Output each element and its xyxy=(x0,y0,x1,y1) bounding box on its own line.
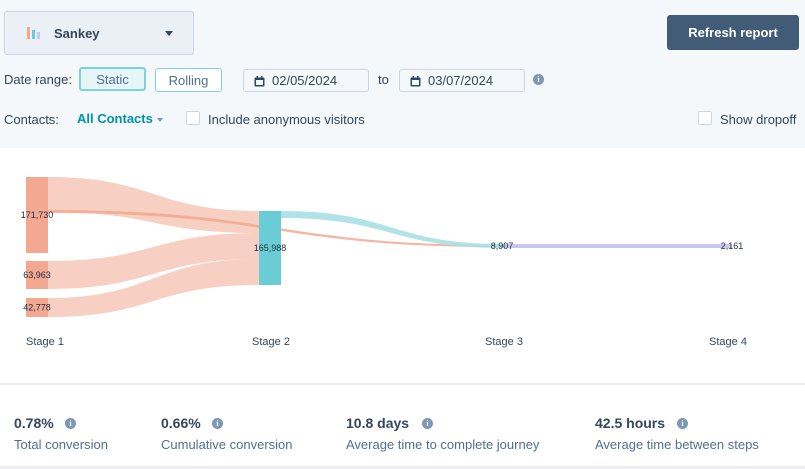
start-date-value: 02/05/2024 xyxy=(272,73,338,88)
stage-label: Stage 2 xyxy=(252,336,290,348)
cumulative-conversion-label: Cumulative conversion xyxy=(161,437,293,452)
total-conversion-value: 0.78% xyxy=(14,415,54,431)
total-conversion-label: Total conversion xyxy=(14,437,108,452)
chart-type-select[interactable]: Sankey xyxy=(4,11,194,55)
stage-label: Stage 3 xyxy=(485,336,523,348)
node-value-label: 63,963 xyxy=(23,270,51,280)
contacts-label: Contacts: xyxy=(4,112,59,127)
static-toggle[interactable]: Static xyxy=(79,67,146,91)
include-anonymous-label: Include anonymous visitors xyxy=(208,112,365,127)
link-stage1b-stage2[interactable] xyxy=(48,233,259,289)
section-divider xyxy=(0,383,805,385)
bottom-border xyxy=(0,466,805,469)
node-value-label: 42,778 xyxy=(23,303,51,313)
sankey-labels: 171,730 63,963 42,778 165,988 8,907 2,161 Stag… xyxy=(21,210,747,348)
include-anonymous-checkbox[interactable] xyxy=(186,111,200,125)
info-icon[interactable]: i xyxy=(533,74,544,85)
link-stage3-stage4[interactable] xyxy=(502,244,732,248)
sankey-nodes xyxy=(26,177,281,317)
link-stage1c-stage2[interactable] xyxy=(48,259,259,317)
show-dropoff-label: Show dropoff xyxy=(720,112,797,127)
link-stage1a-stage2[interactable] xyxy=(48,177,259,233)
start-date-input[interactable]: 02/05/2024 xyxy=(243,69,369,92)
end-date-input[interactable]: 03/07/2024 xyxy=(399,69,525,92)
bar-chart-icon xyxy=(26,25,44,41)
end-date-value: 03/07/2024 xyxy=(428,73,494,88)
sankey-node[interactable] xyxy=(259,211,281,285)
info-icon[interactable]: i xyxy=(677,418,688,429)
info-icon[interactable]: i xyxy=(422,418,433,429)
sankey-node[interactable] xyxy=(26,298,48,317)
cumulative-conversion-value: 0.66% xyxy=(161,415,201,431)
info-icon[interactable]: i xyxy=(212,418,223,429)
sankey-links xyxy=(48,177,732,317)
node-value-label: 165,988 xyxy=(254,243,287,253)
calendar-icon xyxy=(254,75,265,87)
link-stage2-stage3[interactable] xyxy=(281,211,502,248)
chevron-down-icon xyxy=(165,31,173,36)
calendar-icon xyxy=(410,75,421,87)
avg-journey-time-value: 10.8 days xyxy=(346,415,410,431)
node-value-label: 8,907 xyxy=(491,241,514,251)
date-range-connector: to xyxy=(378,72,389,87)
node-value-label: 2,161 xyxy=(721,241,744,251)
refresh-report-button[interactable]: Refresh report xyxy=(667,15,799,50)
rolling-toggle[interactable]: Rolling xyxy=(155,68,222,92)
avg-journey-time-label: Average time to complete journey xyxy=(346,437,540,452)
show-dropoff-checkbox[interactable] xyxy=(698,111,712,125)
contacts-dropdown[interactable]: All Contacts xyxy=(77,111,153,126)
stage-label: Stage 1 xyxy=(26,336,64,348)
avg-step-time-value: 42.5 hours xyxy=(595,415,666,431)
sankey-svg: 171,730 63,963 42,778 165,988 8,907 2,161 Stag… xyxy=(21,177,747,348)
report-controls: Sankey Refresh report Date range: Static… xyxy=(0,0,805,148)
sankey-chart: 171,730 63,963 42,778 165,988 8,907 2,161 Stag… xyxy=(0,148,805,376)
info-icon[interactable]: i xyxy=(65,418,76,429)
sankey-node[interactable] xyxy=(26,261,48,289)
node-value-label: 171,730 xyxy=(21,210,54,220)
chart-type-label: Sankey xyxy=(54,25,100,41)
avg-step-time-label: Average time between steps xyxy=(595,437,759,452)
sankey-node[interactable] xyxy=(26,177,48,253)
chevron-down-icon xyxy=(157,118,163,122)
stage-label: Stage 4 xyxy=(709,336,747,348)
date-range-label: Date range: xyxy=(4,72,72,87)
